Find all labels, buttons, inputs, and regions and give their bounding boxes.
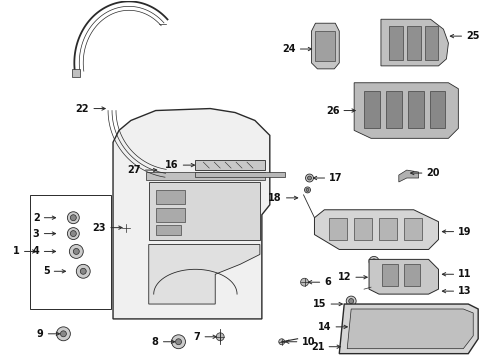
Bar bbox=[382, 264, 398, 286]
Circle shape bbox=[68, 212, 79, 224]
Polygon shape bbox=[113, 109, 270, 319]
Circle shape bbox=[70, 244, 83, 258]
Circle shape bbox=[306, 174, 314, 182]
Polygon shape bbox=[312, 23, 339, 69]
Bar bbox=[389, 26, 403, 60]
Text: 11: 11 bbox=[458, 269, 472, 279]
Circle shape bbox=[74, 248, 79, 255]
Circle shape bbox=[346, 296, 356, 306]
Circle shape bbox=[71, 215, 76, 221]
Bar bbox=[364, 91, 380, 129]
Circle shape bbox=[80, 268, 86, 274]
Bar bbox=[156, 225, 180, 235]
Text: 19: 19 bbox=[458, 226, 472, 237]
Bar bbox=[196, 160, 265, 170]
Circle shape bbox=[306, 188, 309, 192]
Circle shape bbox=[76, 264, 90, 278]
Polygon shape bbox=[146, 172, 265, 180]
Text: 10: 10 bbox=[301, 337, 315, 347]
Text: 4: 4 bbox=[33, 247, 40, 256]
Bar bbox=[156, 190, 185, 204]
Bar bbox=[404, 264, 419, 286]
Text: 5: 5 bbox=[43, 266, 49, 276]
Circle shape bbox=[56, 327, 71, 341]
Circle shape bbox=[60, 331, 66, 337]
Bar bbox=[156, 208, 185, 222]
Bar bbox=[329, 218, 347, 239]
Polygon shape bbox=[72, 68, 80, 77]
Text: 16: 16 bbox=[165, 160, 178, 170]
Circle shape bbox=[371, 259, 376, 264]
Circle shape bbox=[68, 228, 79, 239]
Polygon shape bbox=[339, 304, 478, 354]
Circle shape bbox=[349, 298, 354, 303]
Polygon shape bbox=[149, 182, 260, 239]
Text: 18: 18 bbox=[268, 193, 282, 203]
Bar bbox=[379, 218, 397, 239]
Circle shape bbox=[308, 176, 312, 180]
Polygon shape bbox=[399, 170, 418, 182]
Text: 14: 14 bbox=[318, 322, 331, 332]
Text: 26: 26 bbox=[326, 105, 339, 116]
Bar bbox=[425, 26, 439, 60]
Circle shape bbox=[216, 333, 224, 341]
Text: 6: 6 bbox=[324, 277, 331, 287]
Bar bbox=[30, 195, 111, 309]
Text: 13: 13 bbox=[458, 286, 472, 296]
Text: 27: 27 bbox=[127, 165, 141, 175]
Circle shape bbox=[175, 339, 181, 345]
Bar bbox=[354, 218, 372, 239]
Bar bbox=[316, 31, 335, 61]
Circle shape bbox=[305, 187, 311, 193]
Text: 24: 24 bbox=[282, 44, 295, 54]
Text: 1: 1 bbox=[13, 247, 20, 256]
Bar bbox=[404, 218, 421, 239]
Circle shape bbox=[172, 335, 185, 349]
Polygon shape bbox=[149, 244, 260, 304]
Circle shape bbox=[300, 278, 309, 286]
Polygon shape bbox=[381, 19, 448, 66]
Text: 12: 12 bbox=[338, 272, 351, 282]
Polygon shape bbox=[347, 309, 473, 349]
Text: 23: 23 bbox=[93, 222, 106, 233]
Circle shape bbox=[71, 231, 76, 237]
Polygon shape bbox=[369, 260, 439, 294]
Text: 20: 20 bbox=[427, 168, 440, 178]
Bar bbox=[386, 91, 402, 129]
Circle shape bbox=[279, 339, 285, 345]
Text: 7: 7 bbox=[194, 332, 200, 342]
Text: 15: 15 bbox=[313, 299, 326, 309]
Text: 17: 17 bbox=[329, 173, 343, 183]
Polygon shape bbox=[354, 83, 458, 138]
Text: 9: 9 bbox=[37, 329, 44, 339]
Text: 8: 8 bbox=[152, 337, 159, 347]
Text: 21: 21 bbox=[311, 342, 324, 352]
Text: 3: 3 bbox=[33, 229, 40, 239]
Circle shape bbox=[369, 256, 379, 266]
Bar bbox=[430, 91, 445, 129]
Bar bbox=[407, 26, 420, 60]
Text: 2: 2 bbox=[33, 213, 40, 223]
Bar bbox=[196, 172, 285, 177]
Text: 25: 25 bbox=[466, 31, 480, 41]
Polygon shape bbox=[315, 210, 439, 249]
Text: 22: 22 bbox=[76, 104, 89, 113]
Circle shape bbox=[122, 224, 130, 231]
Bar bbox=[408, 91, 424, 129]
